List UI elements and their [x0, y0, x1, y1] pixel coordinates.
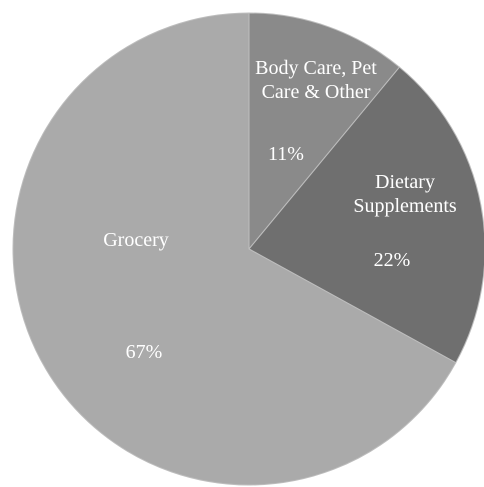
slice-name-label-dietary-supplements: Dietary Supplements	[353, 171, 457, 217]
pie-slice-body-care-pet-care-other	[248, 12, 401, 251]
pie-slice-dietary-supplements	[248, 66, 484, 364]
slice-value-label-dietary-supplements: 22%	[374, 249, 411, 271]
labels-layer: Body Care, Pet Care & Other 11% Dietary Supp…	[103, 57, 457, 363]
slices-layer	[12, 12, 484, 486]
slice-value-label-body-care-pet-care-other: 11%	[268, 143, 304, 165]
slice-value-label-grocery: 67%	[126, 341, 163, 363]
slice-name-label-grocery: Grocery	[103, 229, 169, 251]
pie-slice-grocery	[12, 12, 457, 486]
slice-name-label-body-care-pet-care-other: Body Care, Pet Care & Other	[255, 57, 377, 103]
